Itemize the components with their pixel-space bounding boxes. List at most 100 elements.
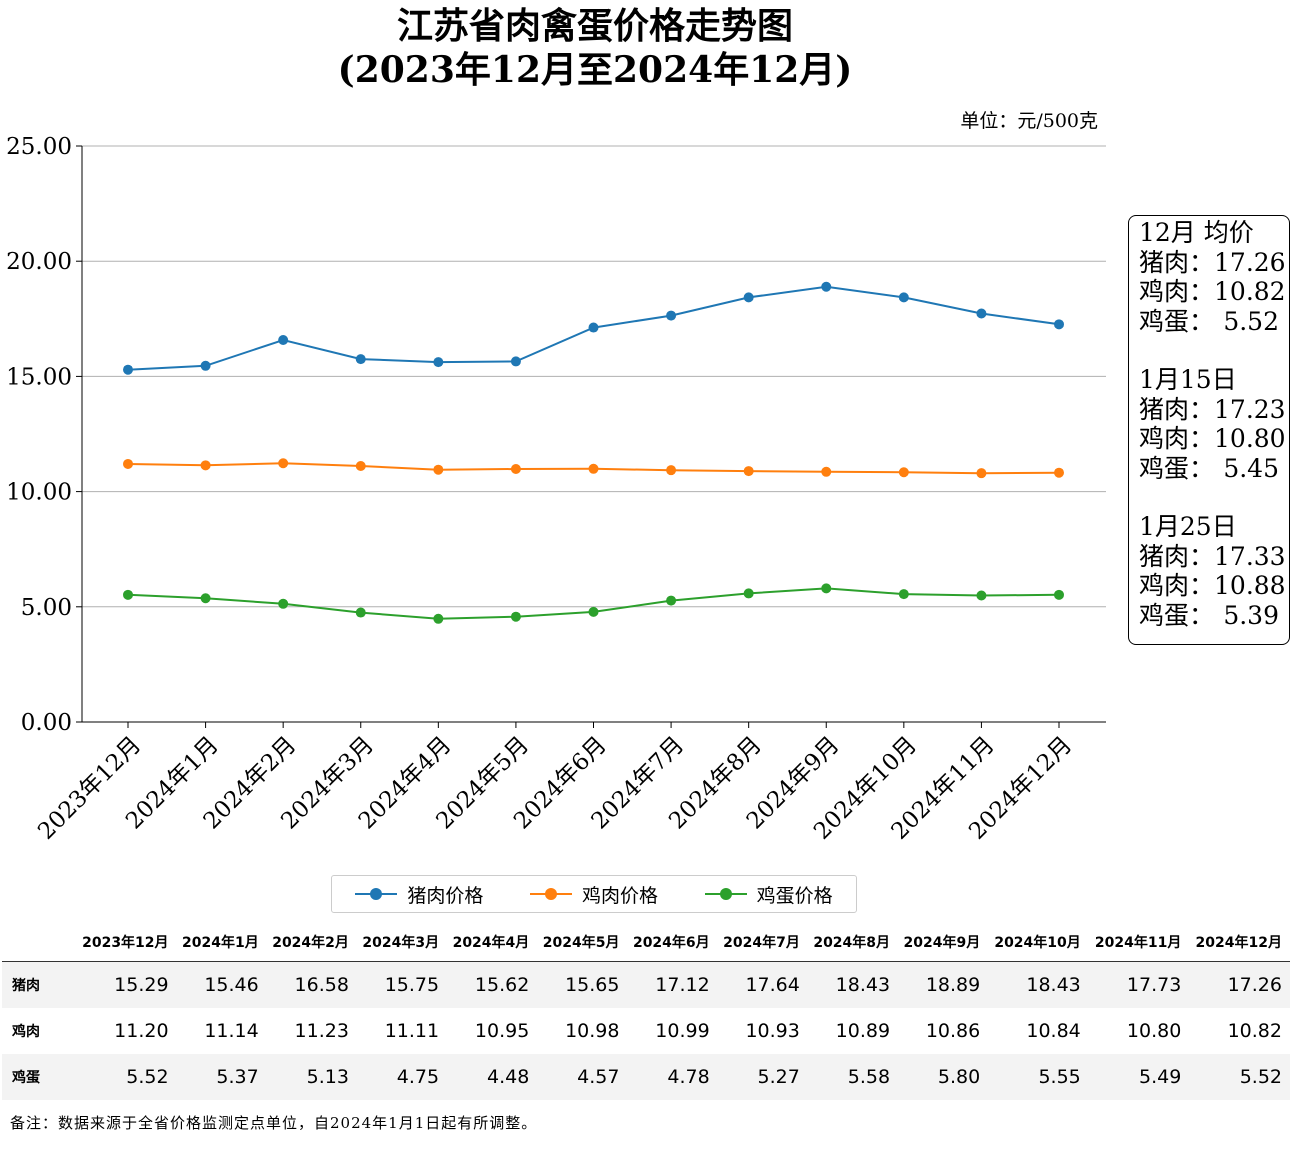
table-row: 鸡肉 11.20 11.14 11.23 11.11 10.95 10.98 10.99 10.… bbox=[2, 1008, 1290, 1054]
table-cell: 15.62 bbox=[447, 961, 538, 1008]
table-cell: 15.46 bbox=[176, 961, 267, 1008]
axes bbox=[81, 146, 1106, 723]
data-point bbox=[1054, 467, 1064, 478]
data-point bbox=[123, 458, 133, 469]
table-cell: 5.13 bbox=[266, 1054, 357, 1100]
y-tick-label: 10.00 bbox=[6, 480, 72, 506]
data-point bbox=[355, 607, 366, 618]
line-chart: 0.00 5.00 10.00 15.00 20.00 25.00 2023年12月202… bbox=[6, 134, 1106, 845]
table-column-header: 2024年2月 bbox=[266, 922, 357, 962]
annotation-group: 12月 均价 猪肉： 17.26 鸡肉： 10.82 鸡蛋： 5.52 bbox=[1139, 218, 1286, 337]
data-point bbox=[666, 595, 677, 606]
table-cell: 18.43 bbox=[988, 961, 1089, 1008]
data-point bbox=[123, 589, 133, 600]
data-point bbox=[278, 334, 289, 345]
table-column-header: 2024年8月 bbox=[807, 922, 899, 962]
data-point bbox=[898, 589, 909, 600]
annotation-heading: 12月 均价 bbox=[1139, 218, 1254, 247]
data-point bbox=[433, 357, 444, 368]
annotation-item-name: 鸡蛋： bbox=[1139, 306, 1215, 336]
table-column-header: 2024年9月 bbox=[898, 922, 989, 962]
annotation-row: 鸡肉： 10.80 bbox=[1139, 424, 1286, 454]
table-column-header: 2024年10月 bbox=[988, 922, 1089, 962]
table-cell: 5.80 bbox=[898, 1054, 989, 1100]
y-tick-label: 20.00 bbox=[6, 249, 72, 275]
table-column-header: 2024年11月 bbox=[1088, 922, 1190, 962]
title-line-2: (2023年12月至2024年12月) bbox=[337, 49, 853, 91]
data-point bbox=[588, 463, 599, 474]
table-column-header: 2024年12月 bbox=[1189, 922, 1290, 962]
annotation-item-name: 猪肉： bbox=[1139, 394, 1215, 424]
table-cell: 10.86 bbox=[925, 1020, 981, 1042]
table-row-header: 猪肉 bbox=[2, 961, 76, 1008]
series-group bbox=[123, 281, 1064, 624]
table-row: 鸡蛋 5.52 5.37 5.13 4.75 4.48 4.57 4.78 5.27 5.58 5.… bbox=[2, 1054, 1290, 1100]
x-tick-label: 2023年12月 bbox=[33, 732, 146, 845]
data-point bbox=[1054, 319, 1064, 330]
data-point bbox=[510, 356, 521, 367]
annotation-item-name: 猪肉： bbox=[1139, 541, 1215, 571]
legend-label: 鸡肉价格 bbox=[581, 884, 658, 907]
table-cell: 17.73 bbox=[1088, 961, 1190, 1008]
data-point bbox=[1054, 589, 1064, 600]
table-cell: 15.65 bbox=[537, 961, 628, 1008]
table-cell: 10.80 bbox=[1126, 1020, 1182, 1042]
annotation-row: 鸡蛋： 5.52 bbox=[1139, 307, 1279, 337]
data-point bbox=[588, 606, 599, 617]
chart-title: 江苏省肉禽蛋价格走势图 (2023年12月至2024年12月) bbox=[0, 4, 1190, 92]
data-point bbox=[355, 354, 366, 365]
data-point bbox=[666, 310, 677, 321]
table-cell: 4.78 bbox=[627, 1054, 718, 1100]
data-point bbox=[821, 281, 832, 292]
table-cell: 11.11 bbox=[384, 1020, 440, 1042]
annotation-group: 1月15日 猪肉： 17.23 鸡肉： 10.80 鸡蛋： 5.45 bbox=[1139, 365, 1286, 483]
table-cell: 10.99 bbox=[655, 1020, 710, 1042]
data-point bbox=[510, 464, 521, 475]
data-point bbox=[976, 590, 987, 601]
table-cell: 17.12 bbox=[627, 961, 718, 1008]
table-cell: 10.98 bbox=[565, 1020, 620, 1042]
data-point bbox=[821, 583, 832, 594]
price-annotation-box: 12月 均价 猪肉： 17.26 鸡肉： 10.82 鸡蛋： 5.52 1月15日 猪肉： 17.… bbox=[1128, 215, 1290, 645]
annotation-item-value: 10.80 bbox=[1214, 424, 1286, 453]
annotation-item-value: 5.39 bbox=[1223, 600, 1279, 630]
data-point bbox=[976, 468, 987, 479]
annotation-row: 猪肉： 17.26 bbox=[1139, 248, 1286, 278]
data-point bbox=[355, 461, 366, 472]
table-cell: 5.58 bbox=[807, 1054, 899, 1100]
table-cell: 5.49 bbox=[1088, 1054, 1190, 1100]
data-point bbox=[743, 292, 754, 303]
data-point bbox=[898, 467, 909, 478]
table-cell: 11.14 bbox=[204, 1020, 259, 1042]
title-line-1: 江苏省肉禽蛋价格走势图 bbox=[396, 5, 793, 47]
annotation-row: 鸡肉： 10.82 bbox=[1139, 277, 1286, 307]
legend-swatch bbox=[529, 888, 572, 900]
data-point bbox=[898, 292, 909, 303]
series-1 bbox=[123, 458, 1064, 479]
legend-label: 鸡蛋价格 bbox=[756, 884, 833, 907]
table-cell: 15.29 bbox=[76, 961, 177, 1008]
table-cell: 10.93 bbox=[745, 1020, 800, 1042]
data-point bbox=[433, 613, 444, 624]
annotation-row: 猪肉： 17.23 bbox=[1139, 394, 1286, 425]
annotation-heading: 1月25日 bbox=[1139, 512, 1237, 541]
x-axis-ticks: 2023年12月2024年1月2024年2月2024年3月2024年4月2024… bbox=[33, 722, 1077, 845]
legend-item: 鸡蛋价格 bbox=[704, 881, 833, 908]
table-corner-cell bbox=[2, 922, 76, 962]
table-cell: 15.75 bbox=[356, 961, 448, 1008]
data-point bbox=[976, 308, 987, 319]
table-column-header: 2024年7月 bbox=[717, 922, 808, 962]
annotation-group: 1月25日 猪肉： 17.33 鸡肉： 10.88 鸡蛋： 5.39 bbox=[1139, 512, 1286, 630]
y-axis-ticks: 0.00 5.00 10.00 15.00 20.00 25.00 bbox=[6, 134, 82, 736]
legend-item: 猪肉价格 bbox=[355, 881, 483, 908]
y-tick-label: 25.00 bbox=[6, 134, 72, 160]
annotation-row: 猪肉： 17.33 bbox=[1139, 541, 1286, 572]
table-cell: 18.89 bbox=[898, 961, 989, 1008]
table-cell: 18.43 bbox=[807, 961, 899, 1008]
annotation-item-value: 10.88 bbox=[1214, 571, 1286, 600]
series-0 bbox=[123, 281, 1064, 375]
annotation-item-value: 5.52 bbox=[1223, 306, 1279, 336]
table-column-header: 2024年4月 bbox=[447, 922, 538, 962]
annotation-item-name: 鸡肉： bbox=[1139, 277, 1215, 306]
table-cell: 4.48 bbox=[447, 1054, 538, 1100]
